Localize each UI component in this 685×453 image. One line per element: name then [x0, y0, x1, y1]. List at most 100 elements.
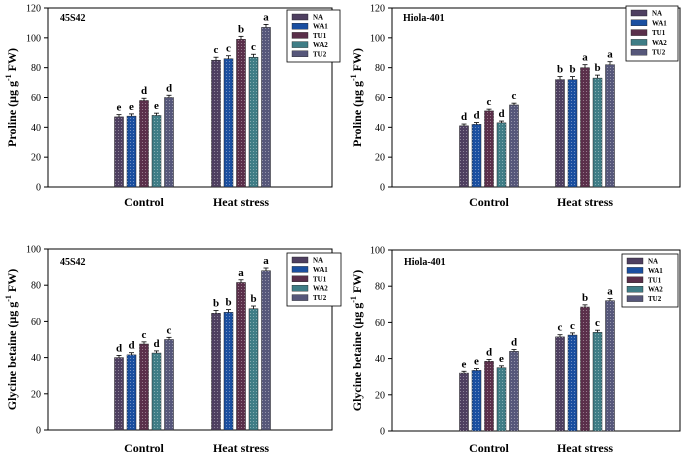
legend-swatch-tu1 [630, 29, 648, 36]
legend-swatch-na [626, 257, 644, 265]
plot-frame [391, 249, 681, 432]
bar-texture [568, 79, 577, 187]
significance-letter: b [582, 292, 588, 304]
significance-letter: e [462, 358, 467, 370]
y-tick-label: 0 [380, 183, 385, 194]
y-axis-label: Proline (μg g-1 FW) [4, 48, 19, 147]
bar-texture [127, 354, 136, 430]
significance-letter: a [238, 267, 244, 279]
bar-texture [211, 313, 221, 430]
bar-texture [224, 312, 233, 430]
significance-letter: c [558, 322, 563, 334]
significance-letter: b [250, 293, 256, 305]
category-label: Control [469, 441, 509, 453]
legend-swatch-tu2 [626, 295, 644, 302]
significance-letter: c [214, 44, 219, 56]
y-tick-label: 20 [375, 153, 385, 164]
significance-letter: c [226, 43, 231, 55]
legend-label-tu2: TU2 [648, 295, 662, 303]
legend-label-na: NA [313, 257, 323, 265]
bar-texture [127, 116, 136, 187]
bar-texture [139, 344, 149, 430]
significance-letter: b [594, 62, 600, 74]
chart-panel-3: 0 20 40 60 80 100 Glycine betaine (μg g-1 FW) 4… [4, 245, 342, 453]
significance-letter: b [569, 64, 575, 76]
significance-letter: d [461, 111, 467, 123]
y-axis-label: Glycine betaine (μg g-1 FW) [349, 270, 364, 411]
legend-label-wa1: WA1 [652, 19, 667, 27]
panel-title: Hiola-401 [403, 13, 445, 24]
bar-texture [593, 78, 602, 187]
significance-letter: a [582, 52, 588, 64]
bar-texture [605, 300, 615, 431]
significance-letter: b [213, 298, 219, 310]
bar-texture [114, 116, 124, 187]
bar-texture [555, 79, 565, 187]
legend-label-tu1: TU1 [313, 32, 327, 40]
significance-letter: a [263, 255, 269, 267]
chart-panel-1: 0 20 40 60 80 100 120 Proline (μg g-1 FW) 45S42 e… [4, 4, 341, 209]
panel-title: Hiola-401 [404, 257, 446, 268]
legend-swatch-tu2 [291, 50, 309, 57]
significance-letter: d [498, 108, 504, 120]
bar-texture [164, 339, 174, 430]
significance-letter: d [116, 342, 122, 354]
bar-texture [249, 57, 258, 187]
y-tick-label: 20 [375, 390, 385, 401]
bar-texture [509, 351, 519, 431]
bar-texture [224, 58, 233, 187]
significance-letter: d [486, 347, 492, 359]
y-tick-label: 60 [31, 317, 41, 328]
legend-swatch-wa1 [291, 23, 309, 30]
significance-letter: c [512, 90, 517, 102]
bar-texture [605, 64, 615, 187]
significance-letter: b [238, 23, 244, 35]
significance-letter: e [474, 356, 479, 368]
significance-letter: d [166, 82, 172, 94]
bar-texture [236, 282, 246, 430]
significance-letter: a [607, 286, 613, 298]
y-tick-label: 40 [31, 123, 41, 134]
bar-texture [484, 361, 494, 431]
category-label: Control [124, 441, 164, 453]
bar-texture [236, 39, 246, 188]
legend-swatch-wa2 [630, 39, 648, 46]
legend-swatch-na [630, 9, 648, 17]
y-tick-label: 60 [375, 318, 385, 329]
significance-letter: e [154, 100, 159, 112]
bar-texture [593, 332, 602, 431]
bar-texture [152, 115, 161, 187]
category-label: Heat stress [213, 441, 269, 453]
plot-frame [47, 248, 333, 431]
bar-texture [249, 308, 258, 430]
bar-texture [261, 27, 271, 188]
significance-letter: e [117, 102, 122, 114]
significance-letter: c [251, 41, 256, 53]
bar-texture [509, 104, 519, 187]
significance-letter: d [153, 338, 159, 350]
significance-letter: d [141, 85, 147, 97]
legend-swatch-tu2 [630, 49, 648, 56]
legend-label-wa1: WA1 [313, 266, 328, 274]
bar-texture [497, 367, 506, 431]
significance-letter: d [128, 340, 134, 352]
legend-swatch-wa2 [291, 41, 309, 48]
significance-letter: e [499, 353, 504, 365]
panel-title: 45S42 [60, 257, 86, 268]
y-tick-label: 0 [380, 427, 385, 438]
bar-texture [152, 353, 161, 430]
category-label: Heat stress [557, 195, 613, 209]
y-axis-label: Glycine betaine (μg g-1 FW) [4, 269, 19, 410]
y-tick-label: 80 [31, 63, 41, 74]
legend-label-tu2: TU2 [313, 50, 327, 58]
y-tick-label: 100 [370, 246, 385, 257]
significance-letter: c [595, 317, 600, 329]
legend-label-tu2: TU2 [313, 294, 327, 302]
bar-texture [472, 370, 481, 431]
bar-texture [211, 60, 221, 188]
bar-texture [164, 97, 174, 187]
significance-letter: c [142, 329, 147, 341]
legend-label-na: NA [313, 14, 323, 22]
bar-texture [139, 100, 149, 187]
significance-letter: b [557, 64, 563, 76]
